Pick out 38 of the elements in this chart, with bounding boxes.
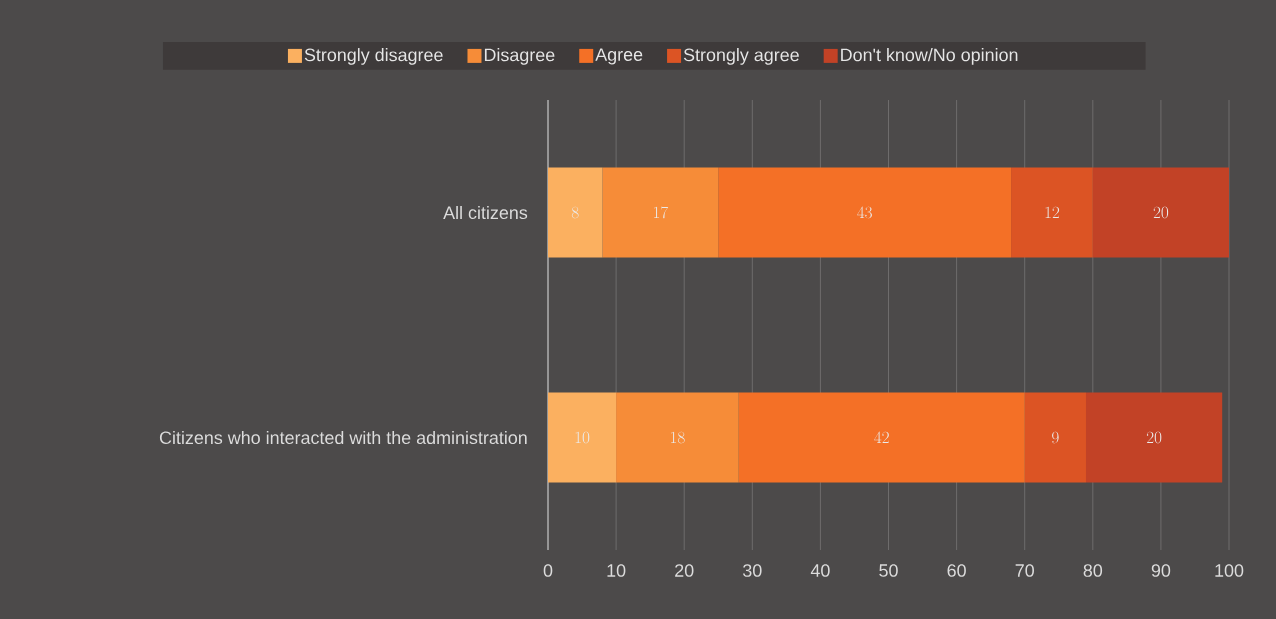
bar [1092,167,1230,258]
x-tick-label: 40 [810,564,830,577]
bar [718,167,1012,258]
legend-label: Disagree [484,48,555,65]
legend-label: Don't know/No opinion [841,48,1018,65]
legend-label: Agree [595,48,643,65]
legend-label: Strongly agree [683,48,799,65]
bar [602,167,719,258]
data-label: 20 [1153,206,1169,219]
bar [548,167,603,258]
x-tick-label: 100 [1215,564,1244,577]
bar [1011,167,1093,258]
x-tick-label: 0 [543,564,553,577]
y-tick-label: Citizens who interacted with the administration [159,430,527,445]
data-label: 17 [653,206,669,219]
data-label: 43 [857,206,872,219]
data-label: 12 [1045,206,1060,219]
data-label: 42 [874,431,889,444]
data-label: 20 [1146,431,1162,444]
data-label: 18 [671,431,685,444]
data-label: 10 [575,431,590,444]
x-tick-label: 10 [607,564,626,577]
y-tick-label: All citizens [443,205,528,220]
x-tick-label: 70 [1015,564,1034,577]
bar [738,392,1025,483]
bar [548,392,617,483]
x-tick-label: 50 [879,564,898,577]
data-label: 8 [571,206,579,219]
legend-label: Strongly disagree [304,48,443,65]
x-tick-label: 20 [675,564,694,577]
x-tick-label: 60 [947,564,966,577]
x-tick-label: 90 [1151,564,1171,577]
bar [1024,392,1086,483]
x-tick-label: 30 [743,564,762,577]
bar [616,392,739,483]
data-label: 9 [1052,431,1059,444]
bar [1086,392,1223,483]
x-tick-label: 80 [1083,564,1103,577]
